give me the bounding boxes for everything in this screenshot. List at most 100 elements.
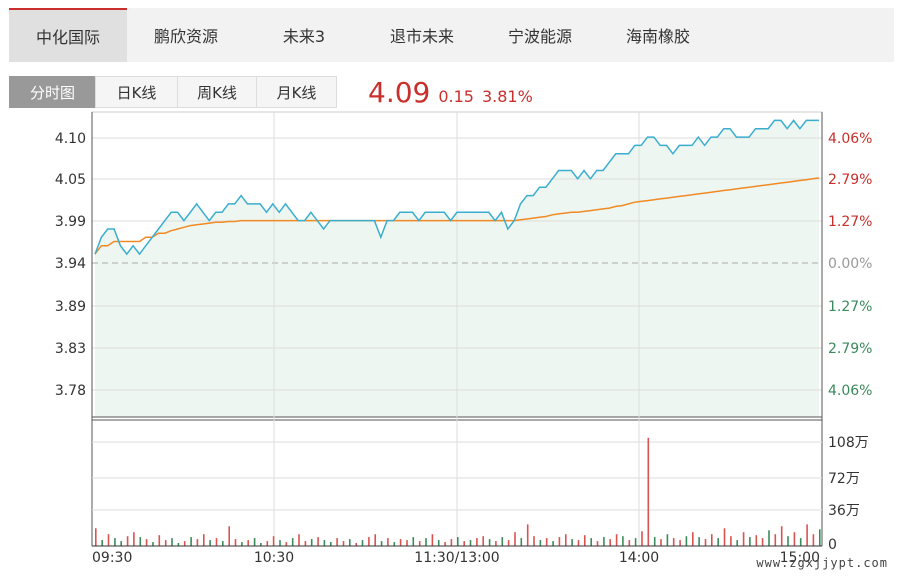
volume-bar: [768, 530, 770, 546]
pct-tick-label: 2.79%: [828, 341, 872, 357]
volume-bar: [336, 538, 338, 546]
volume-bar: [247, 540, 249, 546]
volume-bar: [622, 536, 624, 546]
volume-bar: [819, 529, 821, 546]
volume-bar: [704, 539, 707, 546]
volume-bar: [133, 532, 135, 546]
stock-tab-1[interactable]: 鹏欣资源: [153, 27, 218, 46]
volume-bar: [342, 541, 345, 546]
volume-bar: [228, 526, 230, 546]
volume-bar: [476, 538, 478, 546]
volume-bar: [609, 539, 611, 546]
volume-bar: [596, 541, 599, 546]
price-tick-label: 3.94: [55, 256, 86, 272]
volume-bar: [393, 542, 396, 546]
volume-bar: [171, 538, 173, 546]
volume-bar: [501, 537, 504, 546]
volume-bar: [545, 538, 548, 546]
volume-bar: [196, 539, 199, 546]
volume-bar: [444, 542, 446, 546]
volume-tick-label: 0: [828, 537, 837, 553]
volume-bar: [571, 539, 573, 546]
volume-bar: [660, 539, 662, 546]
volume-bar: [158, 535, 161, 546]
volume-bar: [749, 537, 751, 546]
volume-bar: [514, 532, 516, 546]
volume-bar: [380, 541, 383, 546]
volume-bar: [717, 538, 719, 546]
volume-bar: [634, 538, 637, 546]
view-tabs: 分时图 日K线 周K线 月K线: [9, 76, 337, 108]
volume-bar: [260, 543, 262, 546]
quote-price: 4.09: [368, 76, 431, 109]
volume-bar: [774, 534, 777, 546]
volume-bar: [457, 537, 459, 546]
volume-tick-label: 36万: [828, 503, 860, 519]
volume-bar: [374, 534, 376, 546]
volume-bar: [285, 542, 288, 546]
volume-bar: [177, 543, 180, 546]
volume-bar: [323, 540, 326, 546]
stock-tab-0[interactable]: 中化国际: [9, 8, 127, 62]
volume-tick-label: 72万: [828, 471, 860, 487]
pct-tick-label: 2.79%: [828, 172, 872, 188]
quote-percent: 3.81%: [481, 87, 533, 106]
volume-bar: [298, 534, 300, 546]
volume-bar: [641, 531, 643, 547]
volume-bar: [253, 538, 256, 546]
volume-bar: [272, 536, 275, 546]
volume-bar: [209, 540, 211, 546]
price-tick-label: 4.05: [55, 172, 86, 188]
pct-tick-label: 4.06%: [828, 131, 872, 147]
stock-tab-5[interactable]: 海南橡胶: [625, 27, 690, 46]
volume-bar: [615, 534, 618, 546]
volume-bar: [679, 540, 681, 546]
time-tick-label: 15:00: [780, 550, 820, 566]
price-tick-label: 3.89: [55, 299, 86, 315]
volume-bar: [742, 532, 745, 546]
volume-bar: [565, 534, 567, 546]
tab-daily-k[interactable]: 日K线: [95, 76, 178, 108]
stock-tab-4[interactable]: 宁波能源: [507, 27, 572, 46]
volume-bar: [425, 538, 427, 546]
volume-bar: [406, 540, 408, 546]
stock-tab-2[interactable]: 未来3: [282, 27, 326, 46]
tab-weekly-k[interactable]: 周K线: [177, 76, 257, 108]
volume-bar: [431, 534, 434, 546]
volume-bar: [495, 541, 497, 546]
tab-monthly-k[interactable]: 月K线: [256, 76, 337, 108]
volume-bar: [222, 541, 224, 546]
volume-bar: [647, 437, 650, 546]
time-tick-label: 09:30: [92, 550, 132, 566]
volume-bar: [793, 532, 796, 546]
volume-bar: [304, 541, 307, 546]
volume-bar: [692, 532, 694, 546]
volume-bar: [310, 539, 313, 546]
volume-bar: [469, 540, 472, 546]
volume-bar: [590, 538, 592, 546]
tab-intraday[interactable]: 分时图: [9, 76, 96, 108]
volume-bar: [482, 536, 484, 546]
price-tick-label: 3.83: [55, 341, 86, 357]
volume-bar: [95, 528, 97, 546]
volume-bar: [190, 537, 192, 546]
price-line: [94, 119, 819, 256]
time-tick-label: 11:30/13:00: [414, 550, 499, 566]
volume-bar: [349, 539, 351, 546]
volume-tick-label: 108万: [828, 435, 869, 451]
avg-price-line: [94, 177, 820, 255]
volume-bar: [234, 539, 237, 546]
volume-bar: [101, 540, 103, 546]
volume-bar: [806, 524, 808, 546]
volume-bar: [279, 540, 281, 546]
volume-bar: [145, 539, 148, 546]
time-tick-label: 10:30: [254, 550, 294, 566]
volume-bar: [526, 524, 529, 546]
volume-bar: [584, 535, 586, 546]
volume-bar: [463, 541, 465, 546]
volume-bar: [437, 540, 440, 546]
stock-tab-3[interactable]: 退市未来: [389, 27, 454, 46]
volume-bar: [291, 538, 294, 546]
volume-bar: [203, 534, 205, 546]
